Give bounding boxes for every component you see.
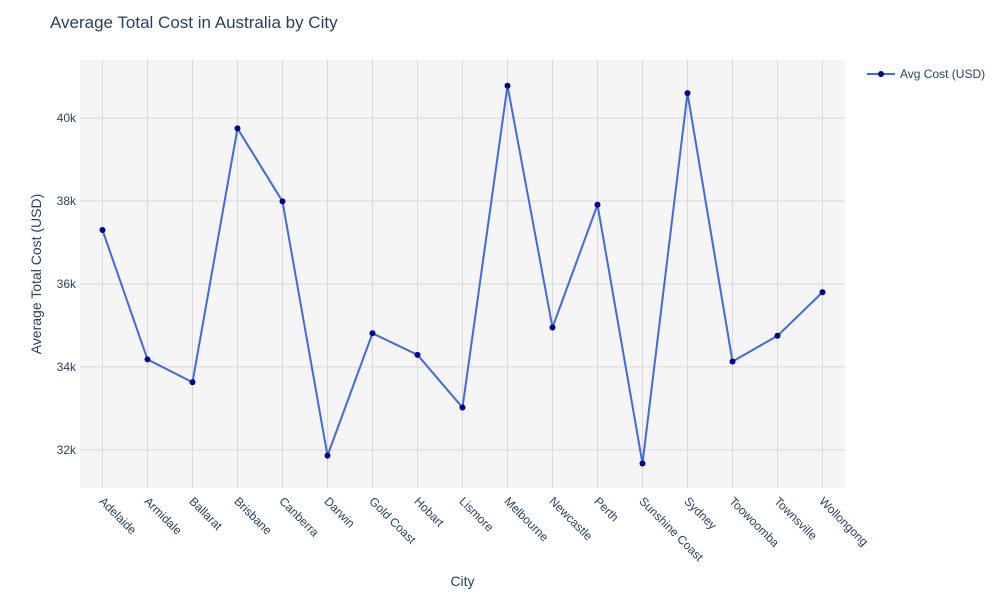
data-point[interactable] xyxy=(324,452,331,459)
data-point[interactable] xyxy=(369,330,376,337)
y-axis-title: Average Total Cost (USD) xyxy=(28,194,44,355)
data-point[interactable] xyxy=(414,351,421,358)
chart-title: Average Total Cost in Australia by City xyxy=(50,13,338,32)
data-point[interactable] xyxy=(504,82,511,89)
x-tick-label: Brisbane xyxy=(231,494,275,538)
y-tick-label: 40k xyxy=(57,111,77,125)
x-tick-label: Armidale xyxy=(141,494,185,538)
x-tick-label: Adelaide xyxy=(96,494,139,537)
data-point[interactable] xyxy=(459,404,466,411)
x-axis-title: City xyxy=(450,573,474,589)
x-tick-label: Gold Coast xyxy=(366,494,419,547)
data-point[interactable] xyxy=(639,460,646,467)
x-tick-label: Darwin xyxy=(321,494,357,530)
y-tick-label: 34k xyxy=(57,360,77,374)
data-point[interactable] xyxy=(684,90,691,97)
x-tick-label: Hobart xyxy=(411,494,447,530)
legend-marker-swatch xyxy=(878,71,884,77)
x-tick-label: Sydney xyxy=(681,494,719,532)
x-tick-label: Melbourne xyxy=(501,494,551,544)
y-tick-label: 38k xyxy=(57,194,77,208)
data-point[interactable] xyxy=(279,198,286,205)
data-point[interactable] xyxy=(729,358,736,365)
data-point[interactable] xyxy=(234,125,241,132)
data-point[interactable] xyxy=(99,227,106,234)
data-point[interactable] xyxy=(144,356,151,363)
data-point[interactable] xyxy=(549,324,556,331)
x-tick-label: Newcastle xyxy=(546,494,595,543)
x-tick-label: Lismore xyxy=(456,494,496,534)
x-tick-label: Canberra xyxy=(276,494,322,540)
data-point[interactable] xyxy=(594,201,601,208)
legend-label[interactable]: Avg Cost (USD) xyxy=(900,67,985,81)
data-point[interactable] xyxy=(189,379,196,386)
x-tick-label: Wollongong xyxy=(816,494,871,549)
y-tick-label: 36k xyxy=(57,277,77,291)
y-tick-label: 32k xyxy=(57,443,77,457)
data-point[interactable] xyxy=(774,332,781,339)
data-point[interactable] xyxy=(819,289,826,296)
x-tick-label: Perth xyxy=(591,494,621,524)
x-tick-label: Ballarat xyxy=(186,494,225,533)
